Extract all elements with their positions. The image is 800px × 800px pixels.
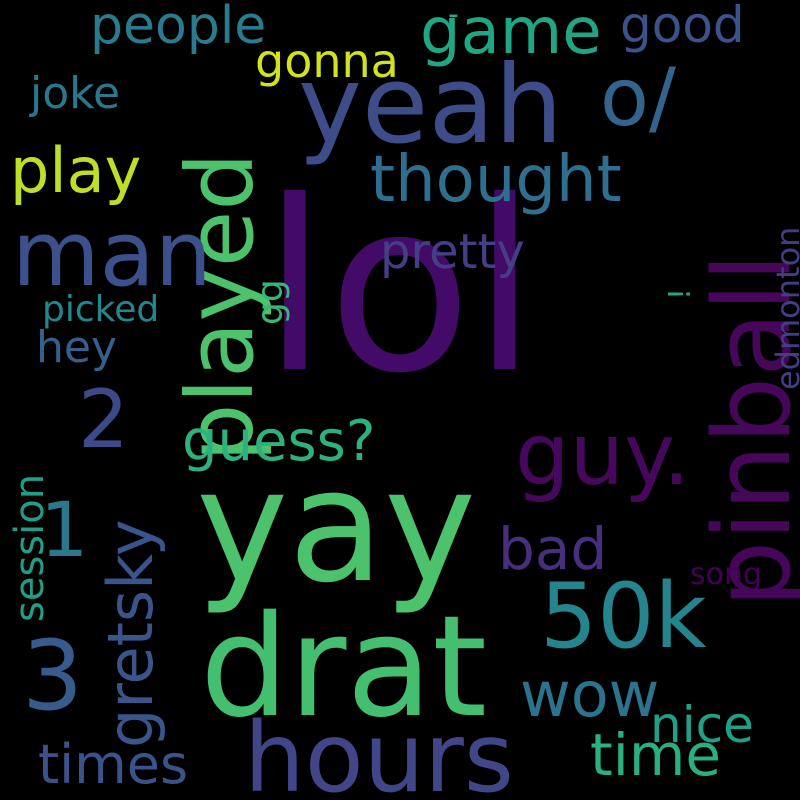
word-nice: nice (650, 696, 754, 754)
word-session: session (7, 473, 53, 622)
word-picked: picked (42, 289, 160, 330)
word-hours: hours (244, 702, 514, 800)
word-joke: joke (30, 68, 121, 119)
word-3: 3 (22, 620, 84, 732)
word-lol: lol (262, 150, 538, 425)
word-times: times (38, 733, 189, 796)
word-dash: - (448, 0, 459, 32)
word-man: man (12, 202, 212, 307)
word-good: good (620, 0, 745, 54)
word-hey: hey (36, 322, 117, 373)
word-yay: yay (196, 435, 477, 617)
word-o-slash: o/ (600, 51, 676, 144)
word-exclaim: ! (663, 287, 698, 300)
word-drat: drat (200, 586, 488, 749)
word-1: 1 (40, 485, 89, 574)
word-yeah: yeah (298, 43, 563, 168)
word-play: play (10, 134, 142, 207)
word-edmonton: edmonton (769, 226, 800, 390)
word-song: song (690, 557, 763, 592)
word-50k: 50k (540, 564, 707, 669)
word-people: people (90, 0, 267, 56)
word-gretsky: gretsky (94, 519, 167, 748)
word-2: 2 (78, 373, 129, 466)
word-gonna: gonna (255, 34, 399, 88)
word-guy: guy. (515, 405, 691, 505)
word-guess: guess? (182, 409, 376, 474)
word-time: time (590, 721, 722, 789)
word-bad: bad (498, 515, 608, 583)
word-gg: gg (250, 279, 291, 325)
word-wow: wow (520, 658, 660, 731)
word-thought: thought (370, 143, 622, 217)
word-pretty: pretty (380, 224, 525, 280)
word-game: game (420, 0, 602, 69)
